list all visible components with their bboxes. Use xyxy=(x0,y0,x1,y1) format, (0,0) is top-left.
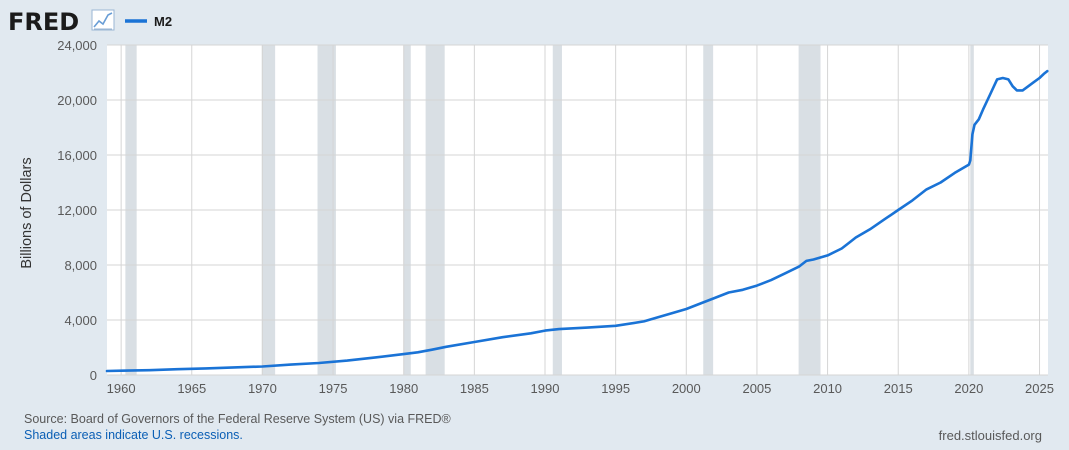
x-tick-label: 1960 xyxy=(107,381,136,396)
fred-logo[interactable]: FRED xyxy=(8,8,115,36)
trend-line-icon xyxy=(91,9,115,31)
x-tick-label: 1970 xyxy=(248,381,277,396)
y-tick-label: 16,000 xyxy=(57,148,97,163)
y-tick-label: 8,000 xyxy=(64,258,97,273)
x-tick-label: 1965 xyxy=(177,381,206,396)
x-tick-label: 1995 xyxy=(601,381,630,396)
site-url-link[interactable]: fred.stlouisfed.org xyxy=(938,428,1042,443)
x-tick-label: 1985 xyxy=(460,381,489,396)
series-layer xyxy=(105,69,1049,373)
x-tick-label: 2010 xyxy=(813,381,842,396)
x-tick-label: 2015 xyxy=(884,381,913,396)
x-tick-label: 1990 xyxy=(531,381,560,396)
x-tick-label: 1975 xyxy=(319,381,348,396)
x-tick-labels: 1960 1965 1970 1975 1980 1985 1990 1995 2000 2005… xyxy=(107,381,1054,396)
y-tick-label: 12,000 xyxy=(57,203,97,218)
legend-label-m2: M2 xyxy=(154,14,172,29)
legend: M2 xyxy=(125,14,172,29)
x-tick-label: 2005 xyxy=(742,381,771,396)
x-tick-label: 2025 xyxy=(1025,381,1054,396)
grid xyxy=(107,44,1048,376)
x-tick-label: 2020 xyxy=(954,381,983,396)
y-tick-label: 4,000 xyxy=(64,313,97,328)
y-tick-label: 0 xyxy=(90,368,97,383)
x-tick-label: 1980 xyxy=(389,381,418,396)
x-tick-label: 2000 xyxy=(672,381,701,396)
y-tick-label: 24,000 xyxy=(57,38,97,53)
source-text: Source: Board of Governors of the Federa… xyxy=(24,412,451,426)
y-tick-labels: 0 4,000 8,000 12,000 16,000 20,000 24,000 xyxy=(57,38,97,383)
recession-note[interactable]: Shaded areas indicate U.S. recessions. xyxy=(24,428,243,442)
series-line-m2[interactable] xyxy=(105,69,1049,373)
y-axis-title: Billions of Dollars xyxy=(19,157,35,268)
fred-logo-text: FRED xyxy=(8,8,79,36)
y-tick-label: 20,000 xyxy=(57,93,97,108)
